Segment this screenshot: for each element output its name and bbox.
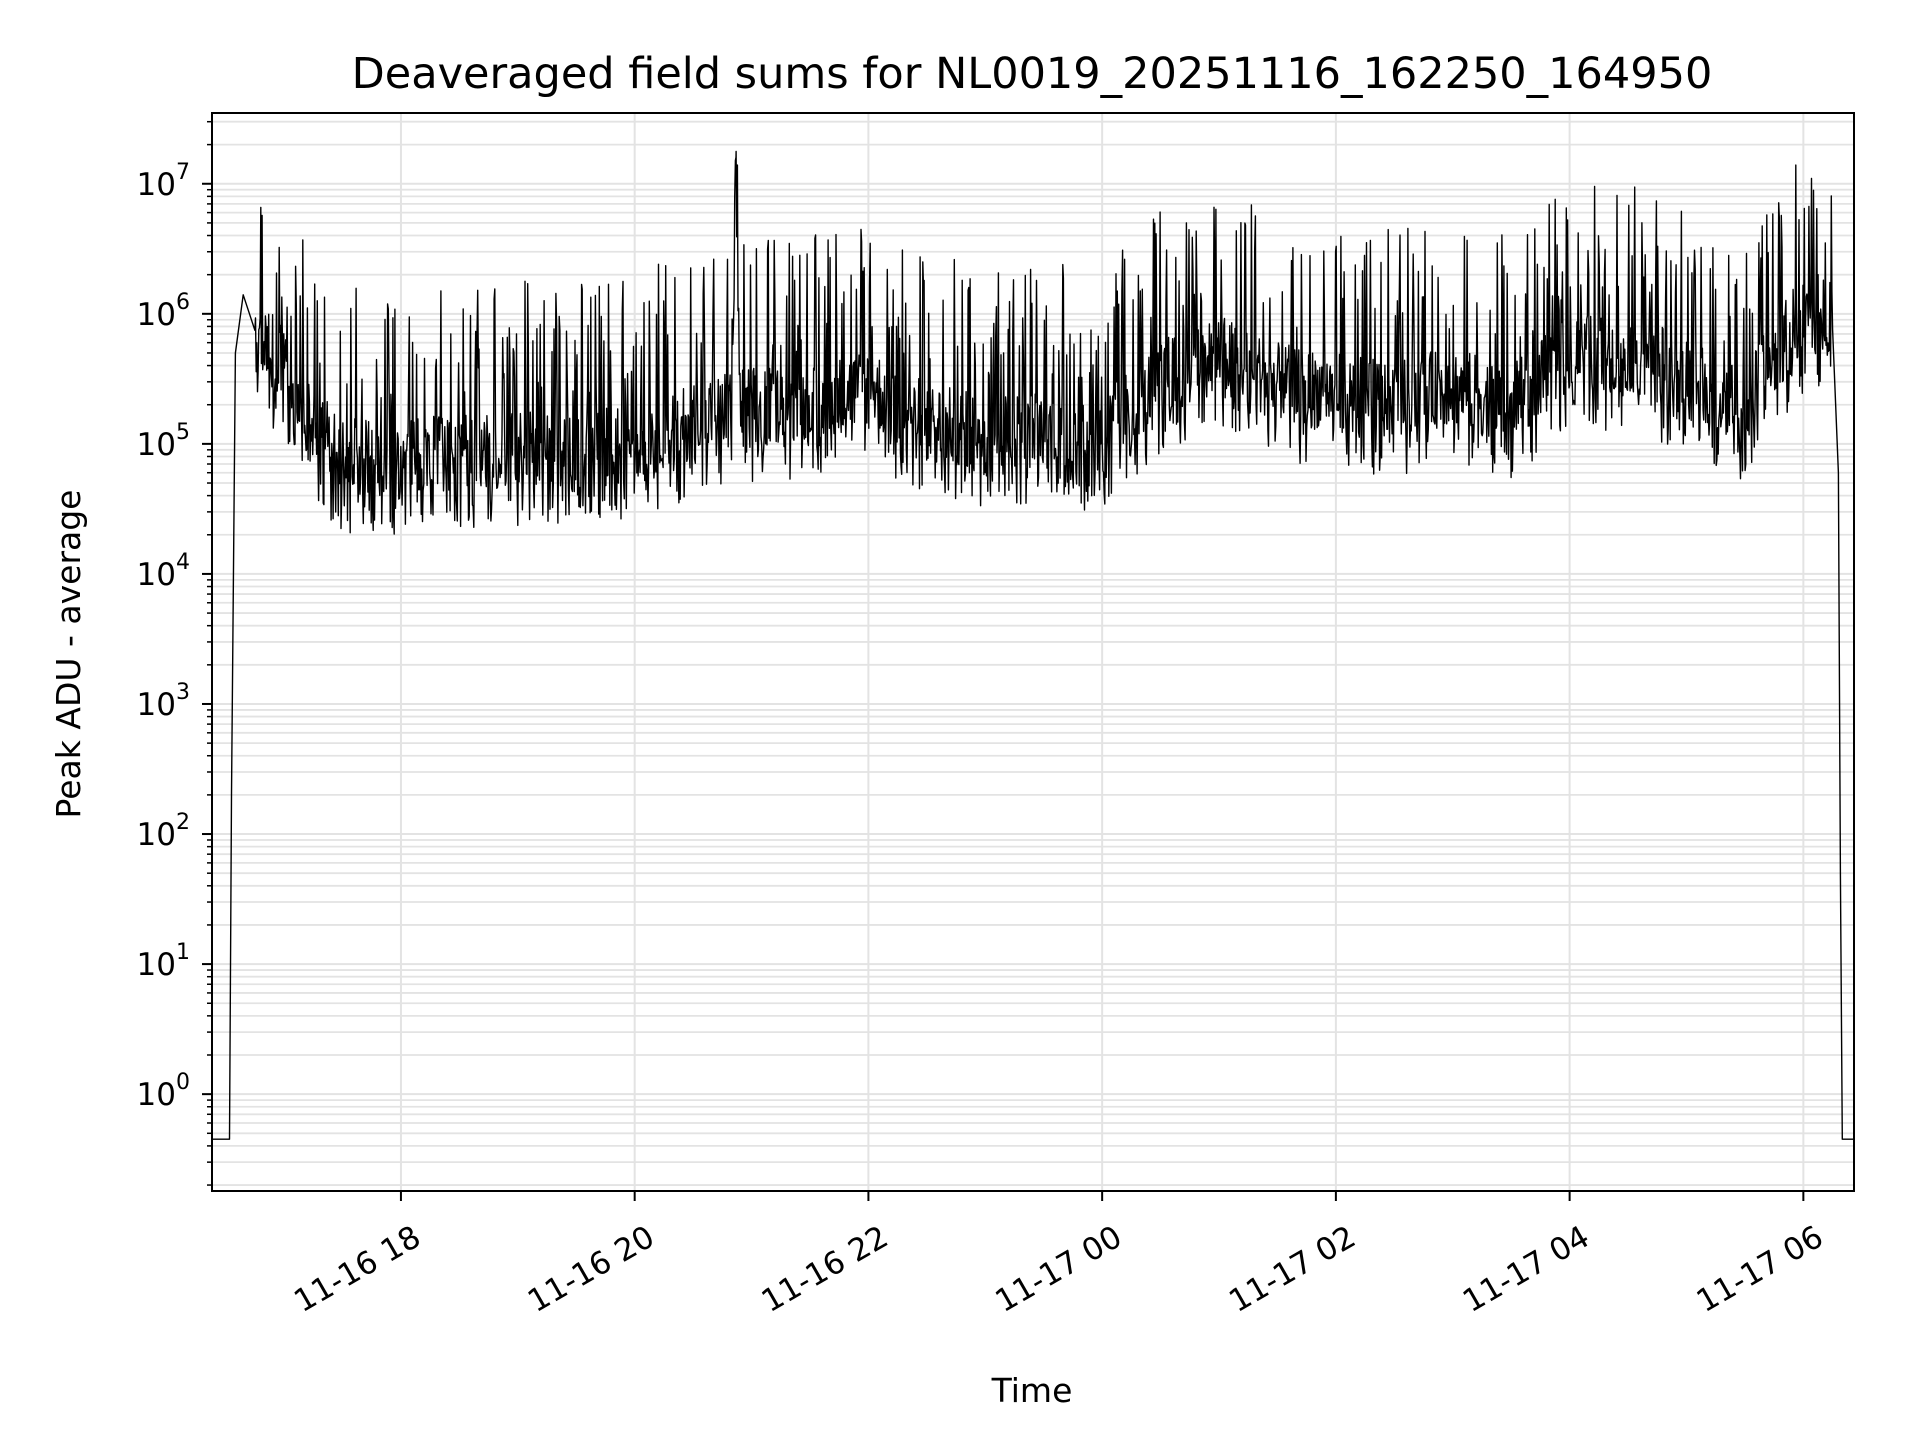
y-tick-label: 104 (137, 550, 190, 593)
y-tick-base: 10 (137, 947, 176, 983)
x-tick-label: 11-17 02 (1223, 1219, 1362, 1320)
y-tick-label: 102 (137, 810, 190, 853)
y-tick-base: 10 (137, 1077, 176, 1113)
y-tick-exponent: 0 (176, 1070, 190, 1095)
series-line (212, 150, 1854, 1140)
x-axis-label: Time (991, 1371, 1073, 1410)
x-tick-label: 11-16 22 (756, 1219, 895, 1320)
y-tick-exponent: 2 (176, 810, 190, 835)
y-tick-label: 103 (137, 680, 190, 723)
y-tick-label: 107 (137, 160, 190, 203)
y-tick-exponent: 1 (176, 940, 190, 965)
chart-title: Deaveraged field sums for NL0019_2025111… (352, 49, 1713, 99)
y-tick-label: 100 (137, 1070, 190, 1113)
y-tick-base: 10 (137, 557, 176, 593)
series-layer (212, 150, 1854, 1140)
y-tick-exponent: 7 (176, 160, 190, 185)
y-tick-base: 10 (137, 817, 176, 853)
x-tick-label: 11-17 04 (1457, 1219, 1596, 1320)
x-tick-label: 11-16 20 (522, 1219, 661, 1320)
y-tick-exponent: 5 (176, 420, 190, 445)
y-tick-label: 106 (137, 290, 190, 333)
y-tick-exponent: 4 (176, 550, 190, 575)
x-tick-label: 11-16 18 (288, 1219, 427, 1320)
y-axis-label: Peak ADU - average (49, 490, 88, 819)
y-tick-exponent: 6 (176, 290, 190, 315)
grid-lines (212, 113, 1854, 1191)
y-tick-base: 10 (137, 427, 176, 463)
y-tick-exponent: 3 (176, 680, 190, 705)
y-tick-label: 101 (137, 940, 190, 983)
x-tick-label: 11-17 06 (1691, 1219, 1830, 1320)
y-tick-base: 10 (137, 167, 176, 203)
x-tick-label: 11-17 00 (989, 1219, 1128, 1320)
plot-frame (211, 112, 1855, 1192)
y-tick-base: 10 (137, 297, 176, 333)
y-tick-label: 105 (137, 420, 190, 463)
y-tick-base: 10 (137, 687, 176, 723)
